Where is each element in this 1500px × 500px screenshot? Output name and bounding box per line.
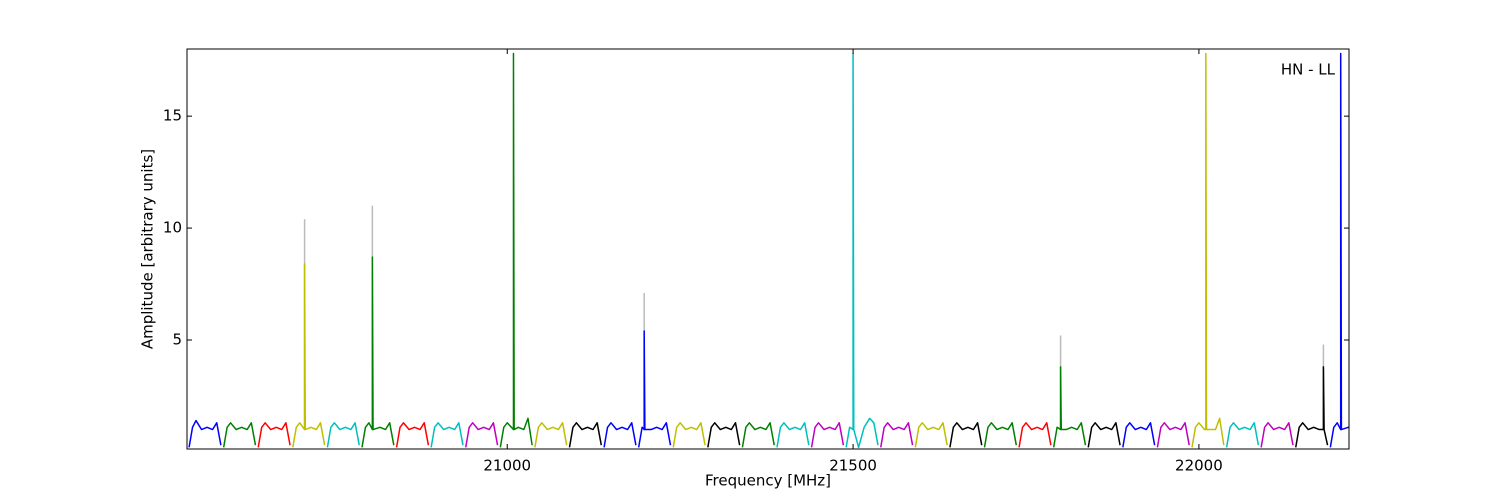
line-series [1087, 422, 1121, 448]
line-series [1052, 366, 1087, 448]
line-series [1225, 422, 1260, 448]
plot-frame [186, 48, 1350, 450]
line-series [465, 422, 499, 448]
line-series [1260, 422, 1294, 448]
line-series [672, 422, 706, 448]
y-tick-label: 15 [163, 107, 182, 125]
x-tick-label: 21000 [483, 457, 531, 475]
line-series [568, 422, 603, 448]
line-series [1018, 422, 1052, 448]
line-series [845, 52, 879, 449]
x-tick-label: 22000 [1175, 457, 1223, 475]
line-series [983, 422, 1018, 448]
line-series [949, 422, 983, 448]
plot-lines [188, 52, 1349, 449]
line-series [361, 256, 395, 448]
annotation: HN - LL [1281, 61, 1336, 79]
line-series [534, 422, 568, 448]
line-series [499, 52, 533, 448]
y-axis-label: Amplitude [arbitrary units] [139, 149, 157, 349]
line-series [1295, 366, 1329, 448]
y-tick-label: 5 [172, 330, 182, 348]
line-series [810, 422, 845, 448]
line-series [637, 330, 672, 448]
line-series [222, 422, 257, 448]
line-series [188, 419, 222, 448]
line-series [430, 422, 464, 448]
x-axis-label: Frequency [MHz] [705, 472, 831, 490]
line-series [1156, 422, 1190, 448]
line-series [707, 422, 741, 448]
line-series [292, 263, 326, 448]
x-tick-label: 21500 [829, 457, 877, 475]
line-series [914, 422, 948, 448]
line-series [1122, 422, 1156, 448]
line-series [603, 422, 637, 448]
line-series [395, 422, 430, 448]
y-tick-label: 10 [163, 219, 182, 237]
line-series [1329, 52, 1349, 448]
line-series [326, 422, 360, 448]
line-series [257, 422, 291, 448]
line-series [1191, 52, 1225, 448]
line-series [741, 422, 775, 448]
line-series [776, 422, 810, 448]
line-series [880, 422, 914, 448]
